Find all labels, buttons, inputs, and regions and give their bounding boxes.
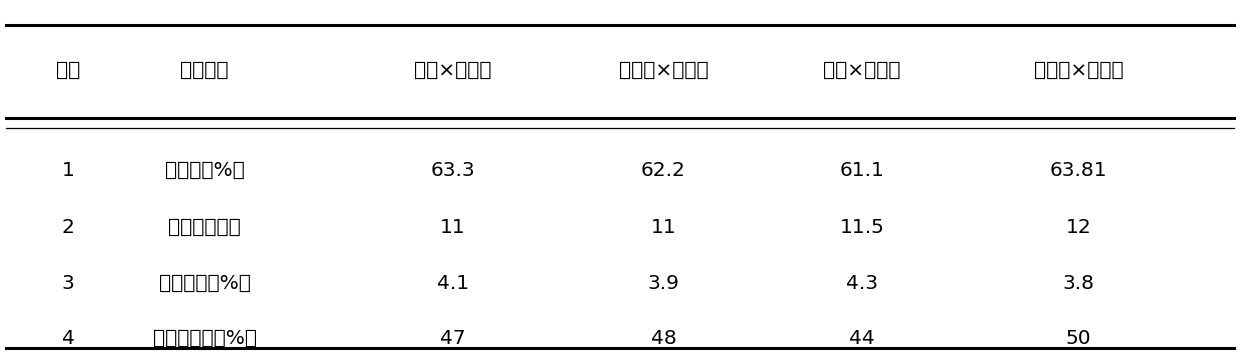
Text: 肌内脂肪（%）: 肌内脂肪（%） xyxy=(159,274,250,293)
Text: 44: 44 xyxy=(849,329,874,348)
Text: 3.8: 3.8 xyxy=(1063,274,1095,293)
Text: 序号: 序号 xyxy=(56,61,81,80)
Text: 2: 2 xyxy=(62,218,74,237)
Text: 平均窝产仔数: 平均窝产仔数 xyxy=(169,218,241,237)
Text: 4.1: 4.1 xyxy=(436,274,469,293)
Text: 4.3: 4.3 xyxy=(846,274,878,293)
Text: 1: 1 xyxy=(62,161,74,180)
Text: 62.2: 62.2 xyxy=(641,161,686,180)
Text: 47: 47 xyxy=(440,329,465,348)
Text: 11: 11 xyxy=(440,218,465,237)
Text: 宁乡×巴克夏: 宁乡×巴克夏 xyxy=(414,61,491,80)
Text: 测试指标: 测试指标 xyxy=(180,61,229,80)
Text: 48: 48 xyxy=(651,329,676,348)
Text: 陆川×巴克夏: 陆川×巴克夏 xyxy=(823,61,900,80)
Text: 屠宰率（%）: 屠宰率（%） xyxy=(165,161,244,180)
Text: 61.1: 61.1 xyxy=(839,161,884,180)
Text: 12: 12 xyxy=(1066,218,1091,237)
Text: 4: 4 xyxy=(62,329,74,348)
Text: 黔邵花×巴克夏: 黔邵花×巴克夏 xyxy=(1034,61,1123,80)
Text: 63.3: 63.3 xyxy=(430,161,475,180)
Text: 沙子岭×巴克夏: 沙子岭×巴克夏 xyxy=(619,61,708,80)
Text: 63.81: 63.81 xyxy=(1050,161,1107,180)
Text: 胴体瘦肉率（%）: 胴体瘦肉率（%） xyxy=(153,329,257,348)
Text: 11.5: 11.5 xyxy=(839,218,884,237)
Text: 50: 50 xyxy=(1066,329,1091,348)
Text: 3.9: 3.9 xyxy=(647,274,680,293)
Text: 11: 11 xyxy=(651,218,676,237)
Text: 3: 3 xyxy=(62,274,74,293)
